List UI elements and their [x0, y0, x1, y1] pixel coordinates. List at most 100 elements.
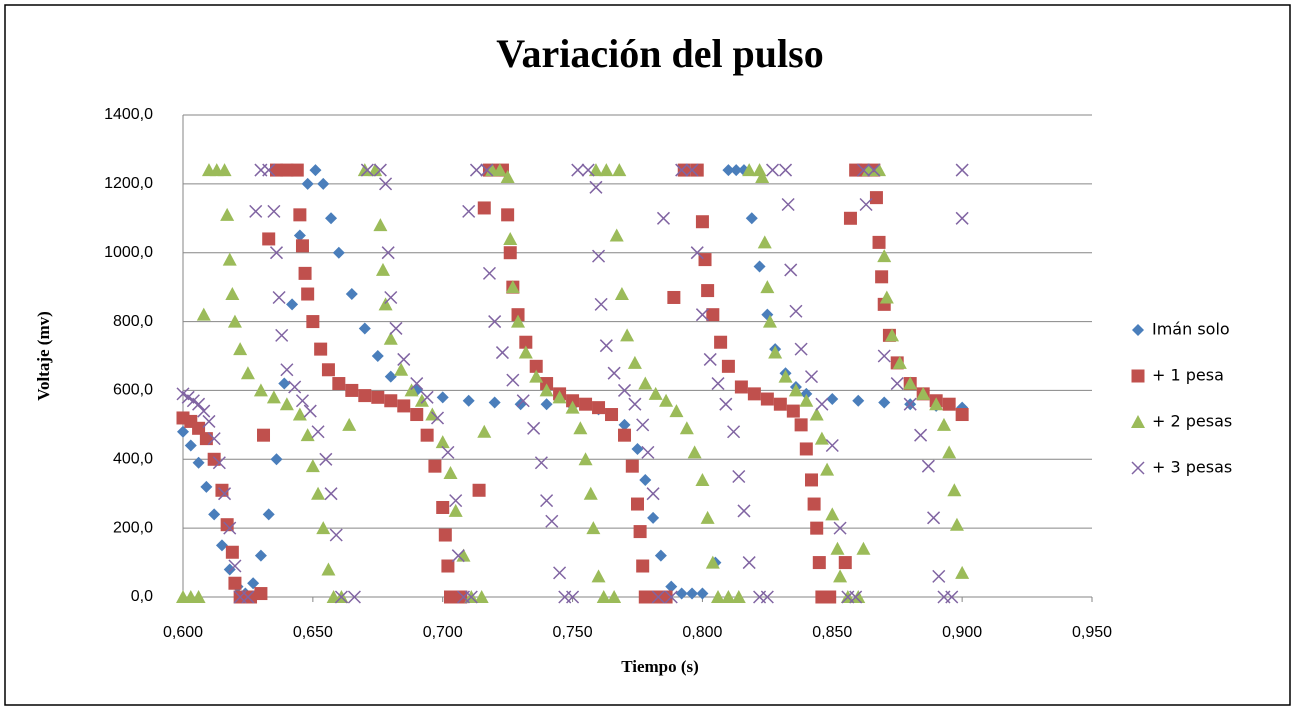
point: [280, 363, 294, 377]
point: [955, 163, 969, 177]
point: [324, 487, 338, 501]
point: [529, 359, 543, 373]
point: [851, 590, 866, 603]
point: [301, 177, 314, 190]
point: [292, 407, 307, 421]
point: [872, 235, 886, 249]
point: [247, 577, 260, 590]
point: [627, 355, 642, 369]
point: [207, 452, 221, 466]
point: [477, 201, 491, 215]
point: [742, 556, 756, 570]
point: [436, 391, 449, 404]
x-tick-label: 0,850: [812, 624, 852, 641]
point: [599, 163, 614, 177]
point: [809, 407, 824, 421]
x-tick-label: 0,950: [1072, 624, 1112, 641]
point: [464, 590, 478, 604]
point: [269, 163, 283, 177]
point: [916, 386, 931, 400]
point: [843, 211, 857, 225]
point: [309, 164, 322, 177]
x-tick-label: 0,800: [682, 624, 722, 641]
point: [488, 396, 501, 409]
point: [358, 322, 371, 335]
point: [215, 539, 228, 552]
point: [389, 321, 403, 335]
point: [617, 383, 632, 397]
point: [753, 260, 766, 273]
point: [706, 308, 720, 322]
point: [295, 239, 309, 253]
point: [607, 590, 622, 603]
point: [503, 231, 518, 245]
point: [852, 394, 865, 407]
point: [659, 590, 673, 604]
point: [241, 590, 255, 604]
point: [667, 290, 681, 304]
point: [942, 445, 957, 459]
point: [947, 483, 962, 497]
point: [805, 473, 819, 487]
point: [596, 590, 611, 603]
point: [794, 418, 808, 432]
point: [199, 432, 213, 446]
point: [228, 576, 242, 590]
point: [656, 211, 671, 225]
point: [768, 345, 783, 359]
point: [298, 266, 312, 280]
point: [501, 208, 515, 222]
point: [184, 439, 197, 452]
point: [762, 314, 777, 328]
legend-label: + 1 pesa: [1152, 366, 1224, 385]
point: [527, 421, 541, 435]
point: [192, 397, 206, 411]
point: [342, 417, 357, 431]
point: [815, 397, 829, 411]
point: [506, 373, 520, 387]
point: [218, 487, 232, 501]
point: [500, 169, 515, 183]
point: [690, 163, 704, 177]
point: [799, 442, 813, 456]
point: [474, 590, 489, 603]
point: [438, 528, 452, 542]
legend-marker: [1131, 461, 1145, 475]
point: [225, 287, 240, 301]
point: [719, 397, 733, 411]
point: [722, 164, 735, 177]
point: [317, 177, 330, 190]
point: [579, 397, 593, 411]
point: [737, 504, 751, 518]
point: [885, 328, 900, 342]
point: [472, 483, 486, 497]
point: [955, 408, 969, 422]
point: [384, 394, 398, 408]
point: [786, 404, 800, 418]
point: [448, 503, 463, 517]
point: [314, 342, 328, 356]
point: [833, 521, 847, 535]
point: [730, 164, 743, 177]
point: [410, 408, 424, 422]
point: [877, 249, 892, 263]
point: [878, 396, 891, 409]
point: [272, 290, 286, 305]
point: [760, 590, 774, 604]
point: [588, 163, 603, 177]
point: [890, 377, 904, 391]
point: [955, 211, 969, 225]
point: [435, 435, 450, 449]
point: [566, 590, 580, 604]
point: [742, 163, 757, 177]
point: [301, 287, 315, 301]
point: [638, 376, 653, 390]
point: [384, 370, 397, 383]
point: [711, 590, 726, 603]
point: [332, 246, 345, 259]
point: [773, 397, 787, 411]
point: [804, 370, 819, 384]
point: [589, 180, 603, 194]
point: [869, 191, 883, 205]
point: [669, 404, 684, 418]
